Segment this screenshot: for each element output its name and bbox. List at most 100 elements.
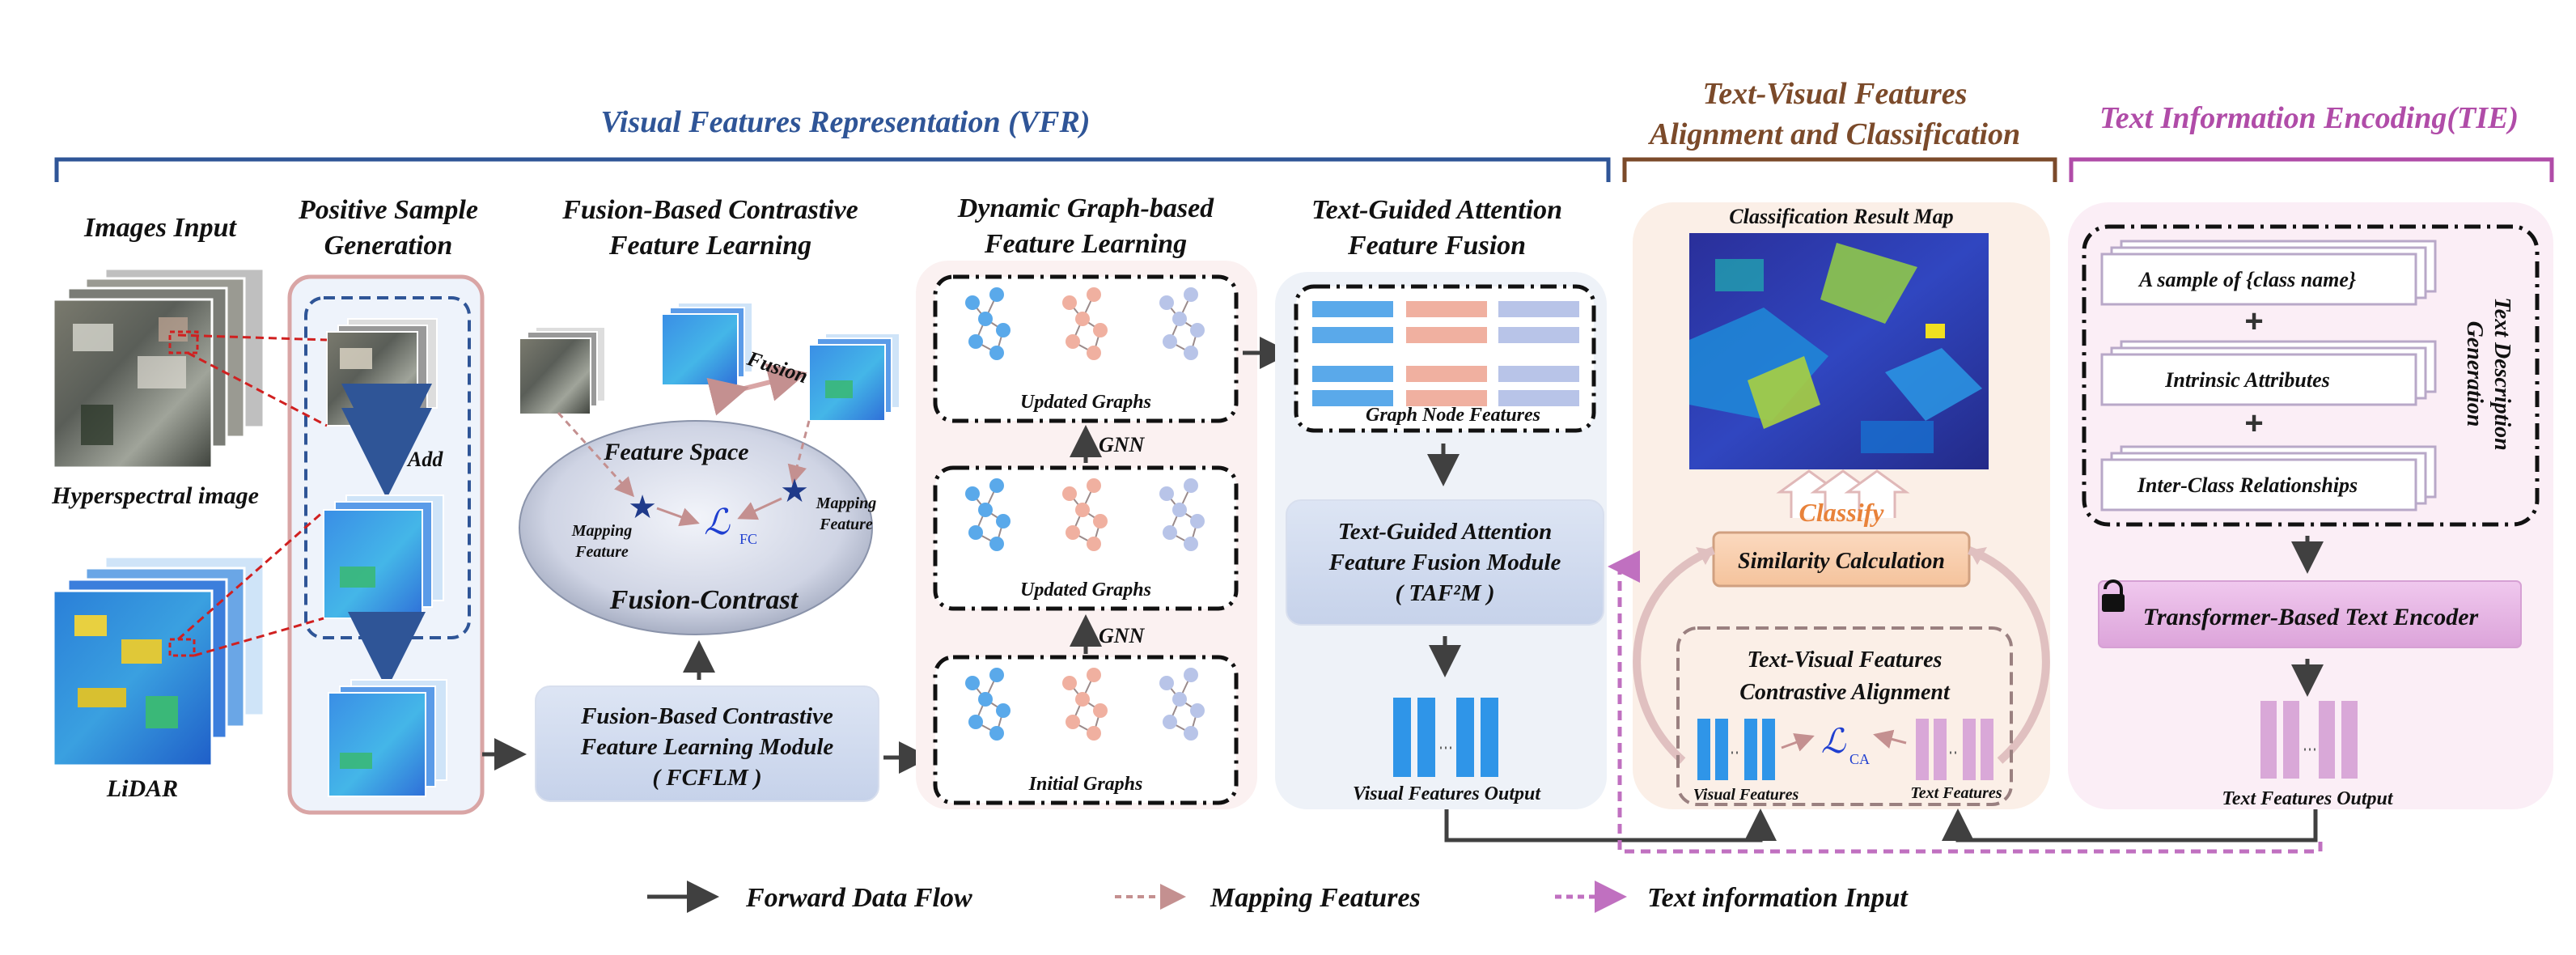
graph-glyph xyxy=(1159,478,1205,551)
graph-glyph xyxy=(1062,287,1108,360)
text-description-box xyxy=(2082,224,2540,527)
fused-patch-cube xyxy=(328,679,447,797)
visual-features-output-bars xyxy=(1393,698,1498,777)
align-title-line2: Alignment and Classification xyxy=(1648,117,2020,151)
lidar-small-cube-left xyxy=(661,302,753,386)
alignment-panel: Classification Result Map Classify Simil… xyxy=(1633,202,2050,809)
lidar-patch-connector xyxy=(177,510,324,641)
node-feature-bar xyxy=(1312,390,1393,406)
node-feature-bar xyxy=(1498,390,1579,406)
lock-icon xyxy=(2102,579,2125,612)
lidar-patch-cube xyxy=(323,494,444,619)
text-features-output-bars xyxy=(2260,701,2358,779)
contrastive-alignment-box xyxy=(1676,626,2013,806)
graph-node-features-label: Graph Node Features xyxy=(1366,405,1540,426)
graph-node-groups xyxy=(965,287,1205,741)
lidar-image-stack xyxy=(52,555,265,767)
contrastive-line2: Contrastive Alignment xyxy=(1739,680,1951,705)
vfr-bracket xyxy=(54,157,1611,182)
lidar-label: LiDAR xyxy=(106,775,178,802)
prompt-1-text: A sample of {class name} xyxy=(2137,268,2356,291)
mapping-left-line2: Feature xyxy=(574,543,629,561)
feature-space-label: Feature Space xyxy=(603,439,748,465)
vfr-title: Visual Features Representation (VFR) xyxy=(601,105,1091,139)
graph-glyph xyxy=(965,287,1010,360)
node-feature-bar xyxy=(1498,327,1579,343)
graph-glyph xyxy=(1062,668,1108,741)
node-feature-bars xyxy=(1312,301,1579,406)
loss-fc-subscript: FC xyxy=(739,531,757,547)
text-output-label: Text Features Output xyxy=(2222,788,2393,809)
alignment-loop-left xyxy=(1633,546,1715,764)
taf2m-module-box xyxy=(1286,499,1604,626)
node-feature-bar xyxy=(1312,366,1393,382)
visual-features-label: Visual Features xyxy=(1693,786,1799,804)
vfr-section-header: Visual Features Representation (VFR) xyxy=(54,105,1611,182)
psg-dashed-box xyxy=(304,296,471,639)
alignment-loop-right xyxy=(1968,546,2050,764)
plus-1: + xyxy=(2244,303,2263,339)
fcfl-title-line1: Fusion-Based Contrastive xyxy=(561,195,858,225)
node-feature-bar xyxy=(1406,301,1487,317)
gnn-bottom-label: GNN xyxy=(1099,624,1146,647)
visual-output-label: Visual Features Output xyxy=(1353,783,1541,804)
ca-arrow-right xyxy=(1873,729,1907,749)
loss-ca-symbol: ℒ xyxy=(1821,724,1846,761)
tie-title: Text Information Encoding(TIE) xyxy=(2099,101,2519,135)
taf2m-line1: Text-Guided Attention xyxy=(1338,519,1553,545)
tgaf-title-line1: Text-Guided Attention xyxy=(1311,195,1562,225)
mapping-arrow-left xyxy=(557,411,635,498)
node-feature-bar xyxy=(1498,366,1579,382)
node-feature-bar xyxy=(1406,366,1487,382)
node-feature-bar xyxy=(1312,301,1393,317)
similarity-label: Similarity Calculation xyxy=(1738,549,1945,574)
align-bracket xyxy=(1622,157,2057,182)
prompt-card-3 xyxy=(2100,445,2437,511)
taf2m-line3: ( TAF²M ) xyxy=(1395,580,1494,606)
graph-glyph xyxy=(965,478,1010,551)
prompt-3-text: Inter-Class Relationships xyxy=(2137,473,2358,497)
flow-text-to-alignment xyxy=(1942,809,2318,843)
flow-visual-to-alignment xyxy=(1444,809,1777,843)
updated-graphs-top-label: Updated Graphs xyxy=(1020,392,1151,413)
fcflm-line1: Fusion-Based Contrastive xyxy=(580,703,833,729)
loss-fc-symbol: ℒ xyxy=(704,503,731,542)
fcflm-line2: Feature Learning Module xyxy=(580,734,834,760)
images-input-panel: Images Input Hyperspectral image LiDAR xyxy=(51,213,265,802)
text-description-side-line1: Text Description xyxy=(2489,297,2515,451)
positive-sample-panel: Positive Sample Generation Add xyxy=(177,195,485,815)
legend-forward-label: Forward Data Flow xyxy=(745,883,972,913)
fcfl-panel: Fusion-Based Contrastive Feature Learnin… xyxy=(519,195,900,802)
taf2m-line2: Feature Fusion Module xyxy=(1328,550,1561,575)
prompt-2-text: Intrinsic Attributes xyxy=(2164,368,2330,392)
lidar-patch-connector-2 xyxy=(193,617,324,657)
align-section-header: Text-Visual Features Alignment and Class… xyxy=(1622,77,2057,182)
star-left-icon: ★ xyxy=(628,489,657,525)
star-right-icon: ★ xyxy=(780,473,809,509)
text-features-label: Text Features xyxy=(1910,784,2002,802)
updated-graphs-mid-label: Updated Graphs xyxy=(1020,579,1151,601)
initial-graphs-label: Initial Graphs xyxy=(1028,774,1143,795)
graph-glyph xyxy=(965,668,1010,741)
classification-result-map xyxy=(1689,233,1989,469)
gnn-top-label: GNN xyxy=(1099,433,1146,456)
hsi-patch-connector xyxy=(177,333,328,342)
contrastive-line1: Text-Visual Features xyxy=(1748,647,1943,673)
lidar-small-cube-right xyxy=(808,333,900,422)
flow-text-information-input xyxy=(1608,550,2323,854)
hyperspectral-label: Hyperspectral image xyxy=(51,482,259,509)
prompt-card-2 xyxy=(2100,340,2437,406)
legend-mapping-label: Mapping Features xyxy=(1210,883,1421,913)
ca-arrow-left xyxy=(1781,732,1815,752)
text-features-bars xyxy=(1916,719,1993,780)
node-feature-bar xyxy=(1406,327,1487,343)
updated-graphs-mid-box xyxy=(933,465,1239,611)
fcfl-title-line2: Feature Learning xyxy=(608,231,811,261)
hsi-patch-connector-2 xyxy=(187,351,328,427)
legend: Forward Data Flow Mapping Features Text … xyxy=(647,881,1909,913)
tgaf-title-line2: Feature Fusion xyxy=(1347,231,1526,261)
node-feature-bar xyxy=(1406,390,1487,406)
graph-glyph xyxy=(1062,478,1108,551)
contrast-arrow-right xyxy=(737,497,782,520)
hsi-patch-cube xyxy=(326,318,438,427)
